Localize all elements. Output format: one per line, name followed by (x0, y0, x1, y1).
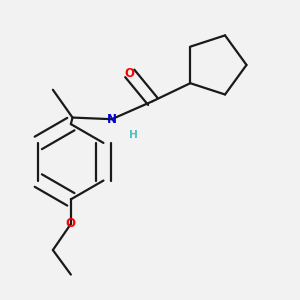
Text: O: O (66, 218, 76, 230)
Text: H: H (129, 130, 137, 140)
Text: N: N (107, 113, 117, 126)
Text: O: O (125, 67, 135, 80)
